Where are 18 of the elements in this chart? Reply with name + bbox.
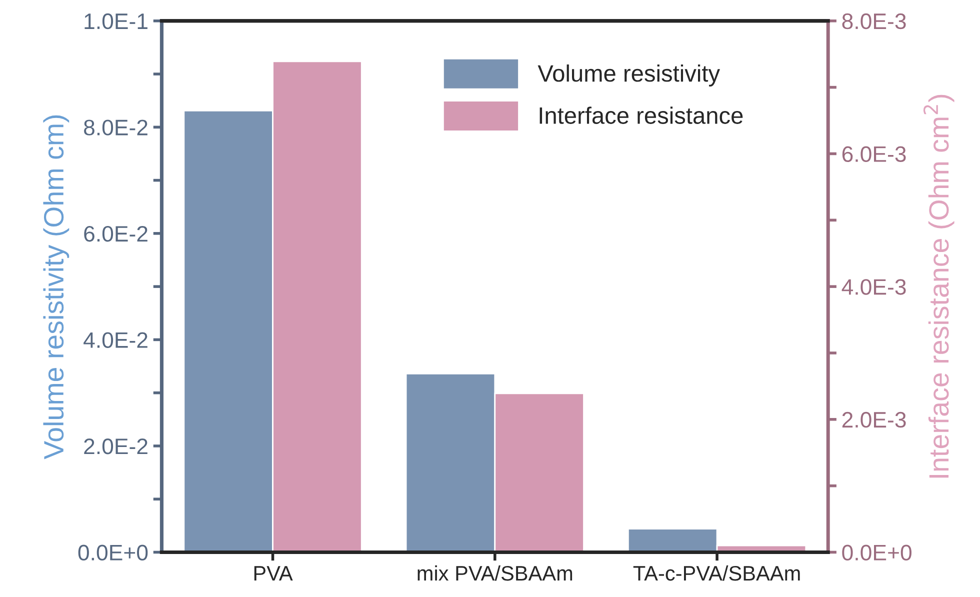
x-tick-label: PVA	[254, 566, 293, 581]
y-tick-label: 2.0E-2	[84, 438, 148, 454]
y-tick-label: 6.0E-2	[84, 226, 148, 242]
y-axis-title: Volume resistivity (Ohm cm)	[43, 115, 70, 460]
y2-tick-label: 4.0E-3	[842, 279, 906, 295]
y-tick-label: 8.0E-2	[84, 120, 148, 136]
x-tick-label: mix PVA/SBAAm	[418, 565, 572, 581]
x-tick-label: TA-c-PVA/SBAAm	[633, 565, 800, 581]
y-tick-label: 0.0E+0	[78, 544, 148, 560]
y2-tick-label: 8.0E-3	[842, 13, 906, 30]
y2-axis-title: Interface resistance (Ohm cm$^{2}$)	[923, 94, 954, 478]
y-tick-label: 4.0E-2	[84, 332, 148, 348]
y2-tick-label: 6.0E-3	[842, 146, 906, 162]
legend-label: Interface resistance	[540, 106, 743, 124]
y2-tick-label: 2.0E-3	[842, 412, 906, 428]
y2-tick-label: 0.0E+0	[842, 544, 912, 560]
legend-label: Volume resistivity	[538, 64, 720, 86]
y-tick-label: 1.0E-1	[84, 13, 148, 30]
